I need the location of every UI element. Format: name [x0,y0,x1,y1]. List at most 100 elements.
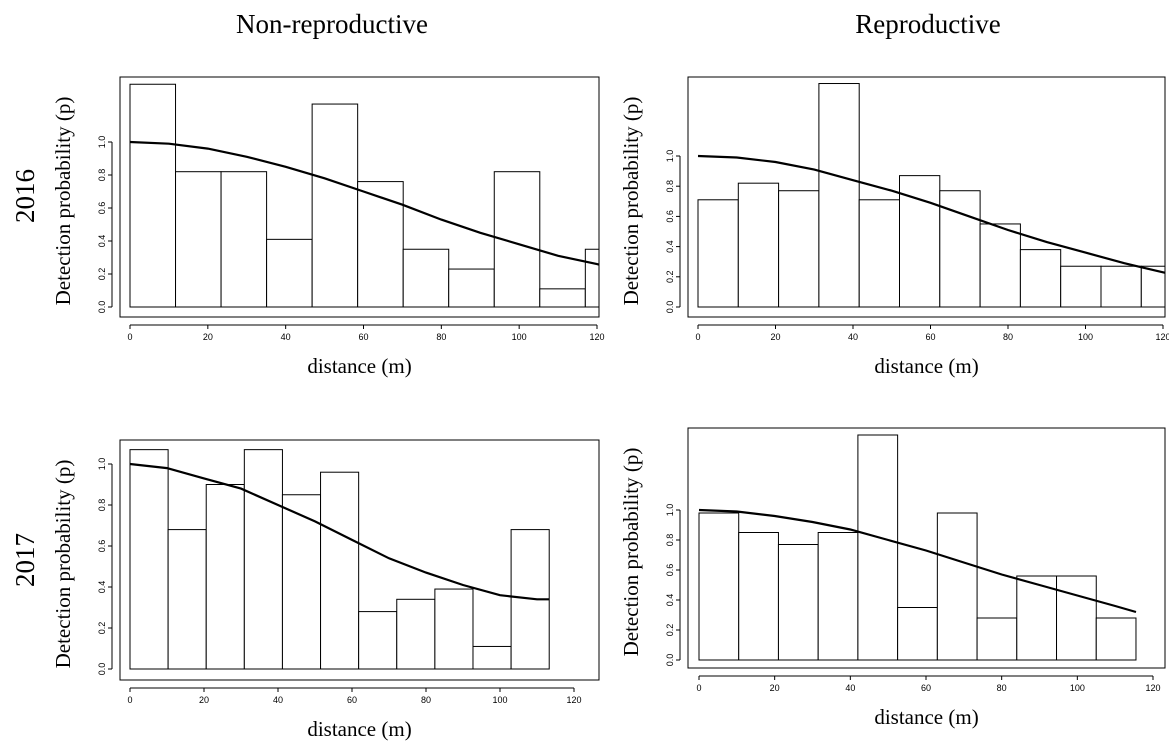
detection-curve [697,154,1165,274]
y-tick-label: 0.4 [97,235,107,248]
histogram-bar [697,199,739,308]
x-axis: 0 20 40 60 80 100 120 [127,687,582,705]
histogram-bar [698,512,740,661]
x-tick-label: 60 [921,683,931,693]
histogram-bar [243,449,283,670]
detection-curve [129,462,550,601]
y-tick-label: 0.8 [97,499,107,512]
panels: 0.0 0.2 0.4 0.6 0.8 1.0 0 20 40 60 80 100 120 distanc… [51,76,1169,741]
histogram-bar [434,588,474,670]
histogram-bar [167,529,207,670]
y-tick-label: 0.6 [97,540,107,553]
x-tick-label: 100 [512,332,527,342]
histogram-bar [357,181,404,308]
x-tick-label: 0 [696,683,701,693]
x-tick-label: 120 [589,332,604,342]
x-tick-label: 80 [436,332,446,342]
histogram-bar [396,598,436,670]
x-tick-label: 40 [848,332,858,342]
x-tick-label: 120 [1155,332,1169,342]
histogram-bar [818,83,860,308]
x-tick-label: 20 [203,332,213,342]
histogram-bar [1019,249,1062,308]
x-tick-label: 40 [281,332,291,342]
histogram-bar [205,484,245,670]
row-label-2017: 2017 [10,533,40,587]
histogram-bar [220,171,268,308]
histogram-bar [472,645,512,670]
histogram-bar [1100,265,1142,308]
plot-area [697,83,1165,308]
panel-2016-reproductive: 0.0 0.2 0.4 0.6 0.8 1.0 0 20 40 60 80 100 120 distanc… [619,76,1169,378]
y-tick-label: 1.0 [665,150,675,163]
x-tick-label: 20 [770,332,780,342]
plot-area [129,83,599,308]
y-tick-label: 1.0 [97,458,107,471]
histogram-bar [320,471,360,670]
x-tick-label: 120 [1145,683,1160,693]
histogram-bar [939,190,981,308]
x-axis: 0 20 40 60 80 100 120 [695,324,1169,342]
x-tick-label: 40 [273,695,283,705]
x-tick-label: 120 [566,695,581,705]
histogram-bar [777,544,819,661]
x-tick-label: 40 [845,683,855,693]
x-tick-label: 20 [199,695,209,705]
x-tick-label: 100 [1078,332,1093,342]
panel-2017-non-reproductive: 0.0 0.2 0.4 0.6 0.8 1.0 0 20 40 60 80 100 120 distanc… [51,439,600,741]
histogram-bar [897,607,938,661]
plot-frame [119,76,600,318]
histogram-bar [899,175,941,308]
panel-2016-non-reproductive: 0.0 0.2 0.4 0.6 0.8 1.0 0 20 40 60 80 100 120 distanc… [51,76,605,378]
x-axis: 0 20 40 60 80 100 120 [127,324,605,342]
y-tick-label: 0.2 [97,622,107,635]
y-tick-label: 0.0 [665,654,675,667]
histogram-bar [129,83,177,308]
y-axis: 0.0 0.2 0.4 0.6 0.8 1.0 [97,458,113,675]
x-axis-label: distance (m) [307,717,411,741]
column-title-non-reproductive: Non-reproductive [236,9,428,39]
y-axis: 0.0 0.2 0.4 0.6 0.8 1.0 [665,150,681,314]
y-axis: 0.0 0.2 0.4 0.6 0.8 1.0 [665,504,681,667]
y-tick-label: 0.0 [97,301,107,314]
histogram-bar [448,268,495,308]
y-axis: 0.0 0.2 0.4 0.6 0.8 1.0 [97,136,113,314]
y-tick-label: 1.0 [665,504,675,517]
x-axis-label: distance (m) [874,354,978,378]
y-tick-label: 1.0 [97,136,107,149]
plot-frame [687,427,1166,669]
x-tick-label: 60 [358,332,368,342]
y-axis-label: Detection probability (p) [619,448,643,657]
histogram-bar [936,512,978,661]
x-tick-label: 0 [695,332,700,342]
histogram-bar [175,171,222,308]
y-axis-label: Detection probability (p) [51,97,75,306]
x-tick-label: 100 [492,695,507,705]
y-tick-label: 0.4 [665,240,675,253]
histogram-bar [778,190,820,308]
histogram-bar [857,434,899,661]
panel-2017-reproductive: 0.0 0.2 0.4 0.6 0.8 1.0 0 20 40 60 80 100 120 distanc… [619,427,1166,729]
histogram-bar [976,617,1018,661]
y-tick-label: 0.2 [665,271,675,284]
detection-curve [698,508,1137,614]
histogram-bar [979,223,1021,308]
x-tick-label: 0 [127,332,132,342]
x-axis-label: distance (m) [874,705,978,729]
histogram-bar [358,611,398,670]
x-tick-label: 100 [1070,683,1085,693]
histogram-bar [1056,575,1097,661]
histogram-bar [402,248,450,308]
plot-frame [119,439,600,681]
histogram-bar [737,182,780,308]
y-tick-label: 0.4 [665,594,675,607]
x-tick-label: 0 [127,695,132,705]
x-tick-label: 80 [421,695,431,705]
histogram-bar [1095,617,1137,661]
histogram-bar [738,532,779,661]
x-tick-label: 20 [770,683,780,693]
detection-curve [129,140,599,266]
y-tick-label: 0.4 [97,581,107,594]
y-tick-label: 0.0 [665,301,675,314]
